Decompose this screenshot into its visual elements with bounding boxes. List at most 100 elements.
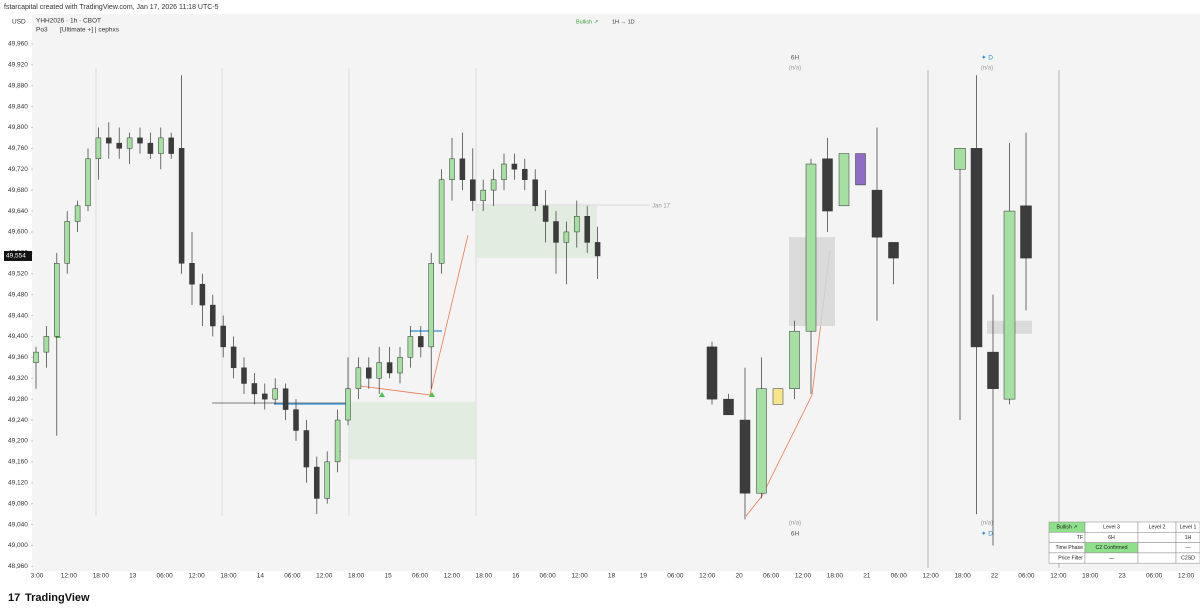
candle-body <box>366 367 372 379</box>
x-tick-label: 22 <box>991 573 999 580</box>
candle-body <box>723 398 734 416</box>
htf-label: 6H <box>791 55 800 62</box>
candle-body <box>158 137 164 154</box>
candle-body <box>954 148 966 170</box>
candle-body <box>178 148 185 264</box>
y-tick-label: 49,840 <box>8 103 28 110</box>
candle-body <box>574 216 580 233</box>
x-tick-label: 18:00 <box>827 573 844 580</box>
htf-label: ✦ D <box>981 55 993 62</box>
candle-body <box>262 393 268 400</box>
candle-body <box>584 216 590 243</box>
candle-body <box>594 242 601 257</box>
candle-body <box>553 221 559 243</box>
x-tick-label: 12:00 <box>61 573 78 580</box>
x-tick-label: 15 <box>384 573 392 580</box>
x-tick-label: 06:00 <box>157 573 174 580</box>
price-tag-label: 49,554 <box>6 253 26 260</box>
table-text: Time Phase <box>1056 545 1084 551</box>
candle-body <box>272 388 278 400</box>
x-tick-label: 12:00 <box>316 573 333 580</box>
x-tick-label: 23 <box>1119 573 1127 580</box>
candle-body <box>501 163 507 180</box>
table-cell <box>1175 552 1200 564</box>
y-tick-label: 49,240 <box>8 417 28 424</box>
candle-body <box>314 466 320 499</box>
candle-body <box>303 430 310 468</box>
signal <box>379 392 385 397</box>
y-tick-label: 49,520 <box>8 270 28 277</box>
x-tick-label: 06:00 <box>891 573 908 580</box>
candle-body <box>397 357 403 374</box>
candle-body <box>210 304 216 327</box>
x-tick-label: 06:00 <box>540 573 557 580</box>
htf-na: (n/a) <box>789 66 801 72</box>
candle-body <box>334 419 341 463</box>
table-text: Price Filter <box>1058 555 1083 561</box>
x-tick-label: 12:00 <box>699 573 716 580</box>
table-text: Bullish ↗ <box>1056 525 1077 531</box>
y-tick-label: 49,440 <box>8 312 28 319</box>
candle-body <box>189 263 195 285</box>
candle-body <box>970 148 983 348</box>
candle-body <box>428 263 434 348</box>
price-axis-background <box>0 14 32 571</box>
candle-body <box>137 137 143 144</box>
zone <box>349 401 476 460</box>
x-tick-label: 12:00 <box>571 573 588 580</box>
indicator: Po3 <box>36 27 48 34</box>
x-tick-label: 12:00 <box>444 573 461 580</box>
candle-body <box>756 388 767 494</box>
candle-body <box>822 158 833 212</box>
htf-na: (n/a) <box>789 521 801 527</box>
candle-body <box>888 242 899 259</box>
x-tick-label: 06:00 <box>1018 573 1035 580</box>
y-tick-label: 49,800 <box>8 124 28 131</box>
candle-body <box>563 231 570 243</box>
y-tick-label: 49,920 <box>8 61 28 68</box>
candle-body <box>116 142 122 149</box>
table-text: — <box>1185 545 1191 551</box>
candle-body <box>470 179 476 201</box>
candle-body <box>386 362 393 374</box>
x-tick-label: 12:00 <box>1178 573 1195 580</box>
htf-na: (n/a) <box>981 66 993 72</box>
table-text: C2SD <box>1181 555 1195 561</box>
y-tick-label: 49,600 <box>8 229 28 236</box>
table-text: Level 1 <box>1180 525 1197 531</box>
candle-body <box>126 137 133 149</box>
y-tick-label: 49,360 <box>8 354 28 361</box>
candle-body <box>449 158 455 180</box>
x-tick-label: 19 <box>640 573 648 580</box>
htf-na: (n/a) <box>981 521 993 527</box>
candle-body <box>407 336 414 358</box>
candle-body <box>54 263 60 337</box>
x-tick-label: 18:00 <box>954 573 971 580</box>
y-tick-label: 49,760 <box>8 145 28 152</box>
y-tick-label: 49,480 <box>8 291 28 298</box>
candle-body <box>95 137 102 160</box>
x-tick-label: 06:00 <box>667 573 684 580</box>
x-tick-label: 18:00 <box>476 573 493 580</box>
x-tick-label: 06:00 <box>412 573 429 580</box>
table-text: — <box>1109 555 1115 561</box>
y-tick-label: 49,960 <box>8 41 28 48</box>
candle-body <box>838 153 850 207</box>
y-tick-label: 49,040 <box>8 521 28 528</box>
candle-body <box>418 336 424 348</box>
y-tick-label: 49,880 <box>8 82 28 89</box>
x-tick-label: 14 <box>257 573 265 580</box>
session-label: Jan 17 <box>652 204 671 210</box>
y-tick-label: 49,320 <box>8 375 28 382</box>
candle-body <box>199 283 206 306</box>
y-tick-label: 49,120 <box>8 479 28 486</box>
y-tick-label: 49,200 <box>8 438 28 445</box>
candle-body <box>789 330 800 389</box>
candle-body <box>987 351 999 389</box>
candle-body <box>251 383 258 395</box>
htf-label: ✦ D <box>981 531 993 538</box>
y-tick-label: 49,280 <box>8 396 28 403</box>
x-tick-label: 18:00 <box>220 573 237 580</box>
candle-body <box>43 336 50 353</box>
y-tick-label: 49,400 <box>8 333 28 340</box>
